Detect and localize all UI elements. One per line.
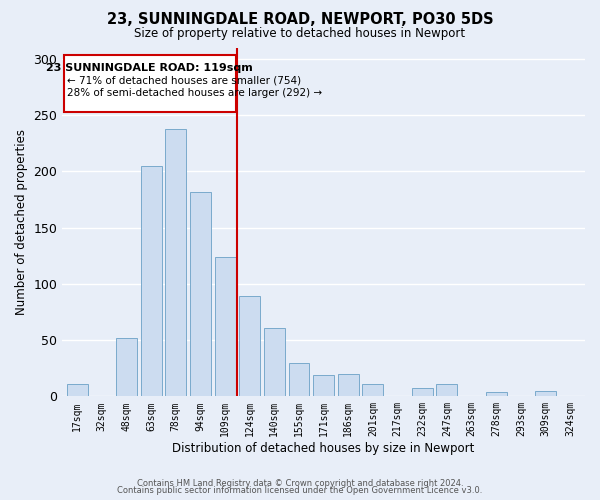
Bar (362, 384, 383, 396)
Bar (165, 128, 186, 396)
Bar (190, 192, 211, 396)
Bar (264, 328, 285, 396)
X-axis label: Distribution of detached houses by size in Newport: Distribution of detached houses by size … (172, 442, 475, 455)
Text: 23, SUNNINGDALE ROAD, NEWPORT, PO30 5DS: 23, SUNNINGDALE ROAD, NEWPORT, PO30 5DS (107, 12, 493, 28)
Bar (140, 166, 161, 396)
Bar (338, 374, 359, 396)
Bar (535, 390, 556, 396)
Text: Contains public sector information licensed under the Open Government Licence v3: Contains public sector information licen… (118, 486, 482, 495)
Text: 23 SUNNINGDALE ROAD: 119sqm: 23 SUNNINGDALE ROAD: 119sqm (46, 64, 253, 74)
Bar (215, 257, 236, 396)
Bar (313, 375, 334, 396)
Text: Contains HM Land Registry data © Crown copyright and database right 2024.: Contains HM Land Registry data © Crown c… (137, 478, 463, 488)
Text: 28% of semi-detached houses are larger (292) →: 28% of semi-detached houses are larger (… (67, 88, 322, 98)
Text: Size of property relative to detached houses in Newport: Size of property relative to detached ho… (134, 28, 466, 40)
Bar (412, 388, 433, 396)
Bar (289, 362, 310, 396)
Text: ← 71% of detached houses are smaller (754): ← 71% of detached houses are smaller (75… (67, 76, 301, 86)
Bar (239, 296, 260, 396)
Bar (116, 338, 137, 396)
Y-axis label: Number of detached properties: Number of detached properties (15, 129, 28, 315)
Bar (436, 384, 457, 396)
Bar (64, 56, 236, 112)
Bar (486, 392, 507, 396)
Bar (67, 384, 88, 396)
